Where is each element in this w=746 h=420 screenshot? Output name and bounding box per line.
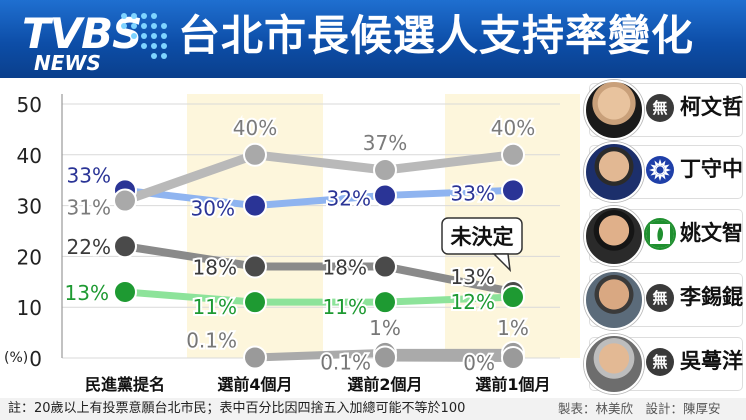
taiwan-island-icon xyxy=(646,220,674,248)
series-line-0 xyxy=(120,150,518,206)
independent-badge-icon: 無 xyxy=(646,284,674,312)
data-label: 13% xyxy=(65,281,109,305)
avatar-wu xyxy=(584,334,644,394)
data-label: 11% xyxy=(323,295,367,319)
legend-name: 姚文智 xyxy=(680,221,743,245)
candidate-legend: 無 柯文哲 丁守中 xyxy=(570,78,746,398)
data-point xyxy=(373,254,397,279)
legend-name: 柯文哲 xyxy=(680,95,743,119)
sun-icon xyxy=(647,157,673,183)
callout-box xyxy=(441,217,523,255)
data-label: 31% xyxy=(67,196,111,220)
legend-name: 丁守中 xyxy=(680,157,743,181)
data-label: 32% xyxy=(327,186,371,210)
data-point xyxy=(243,345,267,370)
legend-item-lee: 無 李錫錕 xyxy=(570,270,746,330)
logo-text: TVBS xyxy=(22,9,142,58)
kmt-emblem-icon xyxy=(646,156,674,184)
data-point xyxy=(113,234,137,259)
data-point xyxy=(373,183,397,208)
data-point xyxy=(501,346,525,370)
y-tick-label: 0 xyxy=(29,347,42,371)
data-label: 0.1% xyxy=(186,328,237,352)
series-line-1 xyxy=(121,186,517,210)
data-point xyxy=(113,279,137,304)
data-label: 33% xyxy=(67,163,111,187)
footer-note-bar: 註：20歲以上有投票意願台北市民；表中百分比因四捨五入加總可能不等於100 製表… xyxy=(0,398,746,420)
y-tick-label: 20 xyxy=(17,245,42,269)
chart-title: 台北市長候選人支持率變化 xyxy=(178,11,695,60)
data-label: 0% xyxy=(463,351,495,375)
x-tick-label: 選前2個月 xyxy=(347,375,422,394)
data-label: 12% xyxy=(451,290,495,314)
data-point xyxy=(243,193,267,218)
legend-item-wu: 無 吳蕚洋 xyxy=(570,334,746,394)
legend-item-ting: 丁守中 xyxy=(570,142,746,202)
tvbs-news-logo: TVBS NEWS xyxy=(14,6,167,78)
logo-dots-icon xyxy=(121,13,167,59)
data-point xyxy=(501,178,525,203)
data-label: 18% xyxy=(323,256,367,280)
header-banner: TVBS NEWS 台北市長候選人支持率變化 xyxy=(0,0,746,78)
x-tick-label: 民進黨提名 xyxy=(85,375,165,394)
data-point xyxy=(243,142,267,167)
data-point xyxy=(373,158,397,183)
data-label: 40% xyxy=(233,116,277,140)
dpp-emblem-icon xyxy=(646,220,674,248)
data-label: 18% xyxy=(193,256,237,280)
avatar-lee xyxy=(584,270,644,330)
line-chart: 0 10 20 30 40 50 (%) 民進黨提名 選前4個月 選前2個月 選前1個月 31% 40%… xyxy=(4,93,580,394)
y-tick-label: 50 xyxy=(17,93,42,117)
data-label: 1% xyxy=(497,316,529,340)
footnote: 註：20歲以上有投票意願台北市民；表中百分比因四捨五入加總可能不等於100 xyxy=(8,401,466,416)
data-point xyxy=(243,254,267,279)
series-line-2 xyxy=(121,288,517,306)
data-label: 30% xyxy=(191,197,235,221)
data-point xyxy=(501,142,525,167)
series-line-5 xyxy=(381,353,517,362)
data-label: 0.1% xyxy=(320,350,371,374)
y-tick-label: 30 xyxy=(17,195,42,219)
data-point xyxy=(373,345,397,370)
legend-item-ko: 無 柯文哲 xyxy=(570,80,746,140)
legend-name: 吳蕚洋 xyxy=(680,349,743,373)
y-unit-label: (%) xyxy=(4,350,28,366)
data-point xyxy=(373,290,397,315)
series-line-3 xyxy=(121,242,517,296)
data-label: 11% xyxy=(193,295,237,319)
x-tick-label: 選前1個月 xyxy=(475,375,550,394)
credit-line: 製表：林美欣 設計：陳厚安 xyxy=(558,401,721,416)
legend-name: 李錫錕 xyxy=(680,285,743,309)
legend-item-yao: 姚文智 xyxy=(570,206,746,266)
data-label: 22% xyxy=(67,235,111,259)
independent-badge-icon: 無 xyxy=(646,94,674,122)
data-point xyxy=(501,285,525,310)
data-point xyxy=(113,188,137,213)
x-tick-label: 選前4個月 xyxy=(217,375,292,394)
logo-subtext: NEWS xyxy=(34,51,101,75)
data-label: 40% xyxy=(491,116,535,140)
data-label: 13% xyxy=(451,265,495,289)
y-tick-label: 10 xyxy=(17,296,42,320)
callout-pointer xyxy=(492,253,512,273)
avatar-yao xyxy=(584,206,644,266)
callout-label: 未決定 xyxy=(451,225,514,249)
data-point xyxy=(243,290,267,315)
data-label: 33% xyxy=(451,181,495,205)
data-label: 37% xyxy=(363,131,407,155)
data-label: 1% xyxy=(369,316,401,340)
y-tick-label: 40 xyxy=(17,144,42,168)
avatar-ting xyxy=(584,142,644,202)
avatar-ko xyxy=(584,80,644,140)
independent-badge-icon: 無 xyxy=(646,348,674,376)
